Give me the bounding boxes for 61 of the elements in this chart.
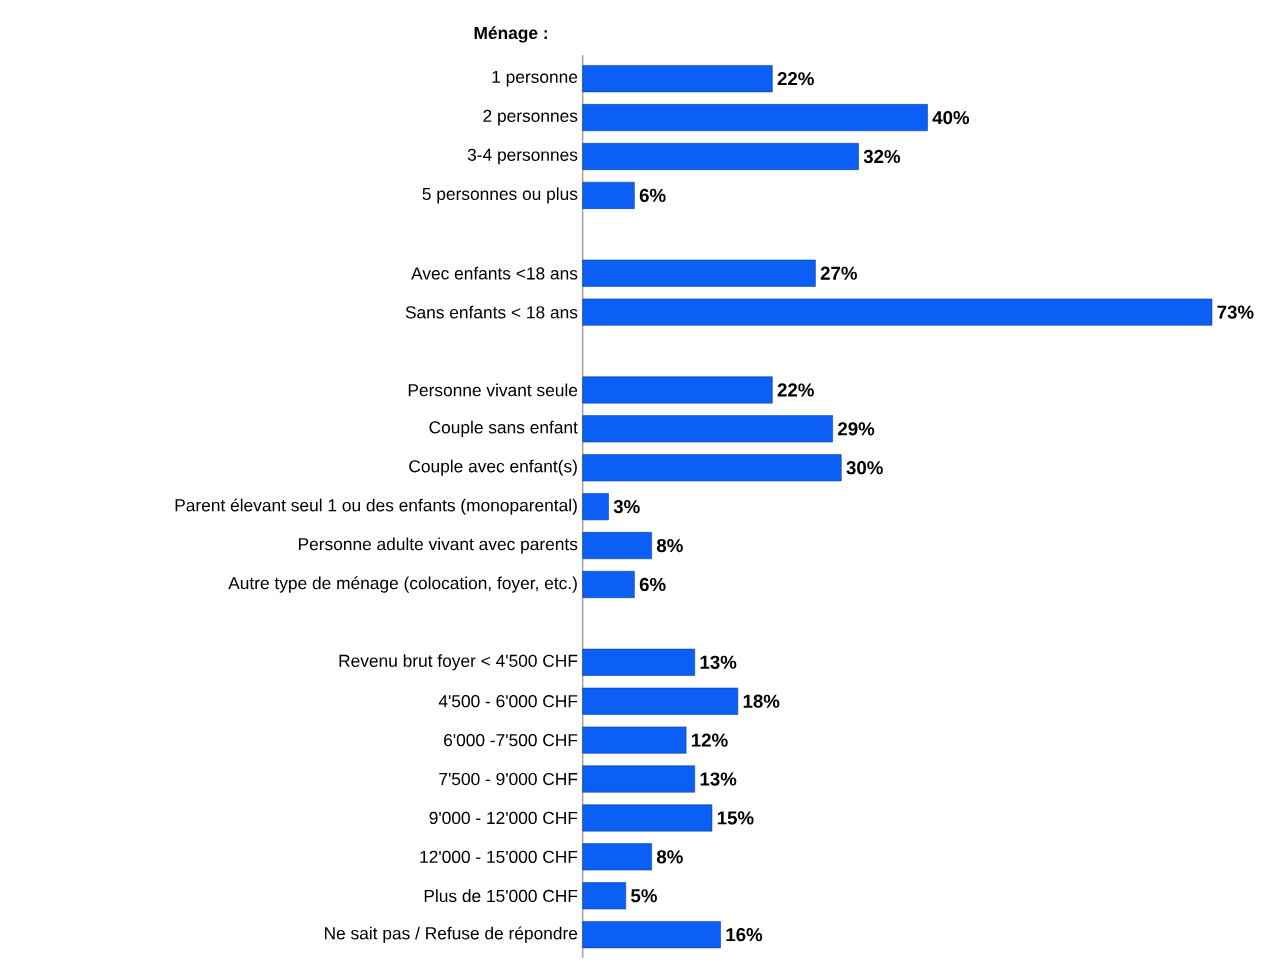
y-tick-label: Couple sans enfant (429, 420, 578, 437)
y-tick-label: Couple avec enfant(s) (409, 459, 577, 476)
data-label: 27% (820, 266, 857, 280)
y-tick-label: 9'000 - 12'000 CHF (429, 811, 578, 825)
y-tick-label: Avec enfants <18 ans (411, 266, 578, 280)
y-tick-label: 2 personnes (483, 109, 578, 126)
y-tick-label: Revenu brut foyer < 4'500 CHF (339, 654, 578, 671)
bar (582, 65, 773, 93)
y-tick-label: 1 personne (492, 70, 578, 87)
data-label: 5% (631, 889, 657, 903)
bar (582, 142, 859, 170)
data-label: 22% (777, 383, 814, 397)
bar (582, 376, 773, 404)
bar (582, 804, 713, 832)
bar (582, 259, 816, 287)
y-tick-label: 3-4 personnes (467, 148, 578, 165)
bar (582, 298, 1213, 326)
data-label: 6% (639, 188, 666, 203)
data-label: 6% (639, 577, 666, 592)
data-label: 18% (743, 694, 780, 708)
y-tick-label: 4'500 - 6'000 CHF (438, 695, 578, 708)
data-label: 8% (656, 850, 683, 864)
y-tick-label: 7'500 - 9'000 CHF (439, 772, 578, 786)
bar (582, 181, 635, 209)
data-label: 13% (700, 772, 737, 786)
data-label: 12% (692, 733, 728, 747)
bar (582, 687, 739, 715)
bar (582, 765, 696, 793)
bar (582, 532, 652, 560)
y-tick-label: 5 personnes ou plus (422, 187, 578, 204)
y-tick-label: 12'000 - 15'000 CHF (420, 850, 578, 863)
bar (582, 415, 833, 443)
y-tick-label: Autre type de ménage (colocation, foyer, etc.) (228, 576, 577, 593)
bar (582, 493, 609, 521)
bar (582, 843, 652, 871)
bar (582, 104, 928, 132)
y-tick-label: Sans enfants < 18 ans (405, 305, 578, 319)
data-label: 29% (838, 422, 875, 436)
data-label: 8% (656, 538, 683, 553)
data-label: 30% (846, 461, 883, 475)
y-tick-label: 6'000 -7'500 CHF (444, 733, 578, 747)
y-tick-label: Ne sait pas / Refuse de répondre (325, 926, 578, 943)
data-label: 16% (726, 928, 763, 942)
chart-title: Ménage : (474, 26, 547, 43)
y-tick-label: Personne vivant seule (408, 383, 578, 397)
y-tick-label: Plus de 15'000 CHF (424, 889, 578, 903)
bar (582, 570, 635, 598)
data-label: 15% (717, 811, 754, 825)
y-tick-label: Parent élevant seul 1 ou des enfants (monoparental) (175, 498, 577, 515)
data-label: 40% (932, 110, 970, 125)
bar (582, 726, 687, 754)
y-tick-label: Personne adulte vivant avec parents (298, 537, 578, 554)
data-label: 73% (1217, 305, 1254, 319)
data-label: 32% (863, 149, 901, 164)
data-label: 13% (700, 655, 737, 669)
data-label: 3% (613, 500, 640, 514)
bar (582, 648, 696, 676)
bar (582, 921, 721, 949)
data-label: 22% (777, 72, 814, 86)
bar (582, 454, 842, 482)
bar (582, 882, 627, 910)
